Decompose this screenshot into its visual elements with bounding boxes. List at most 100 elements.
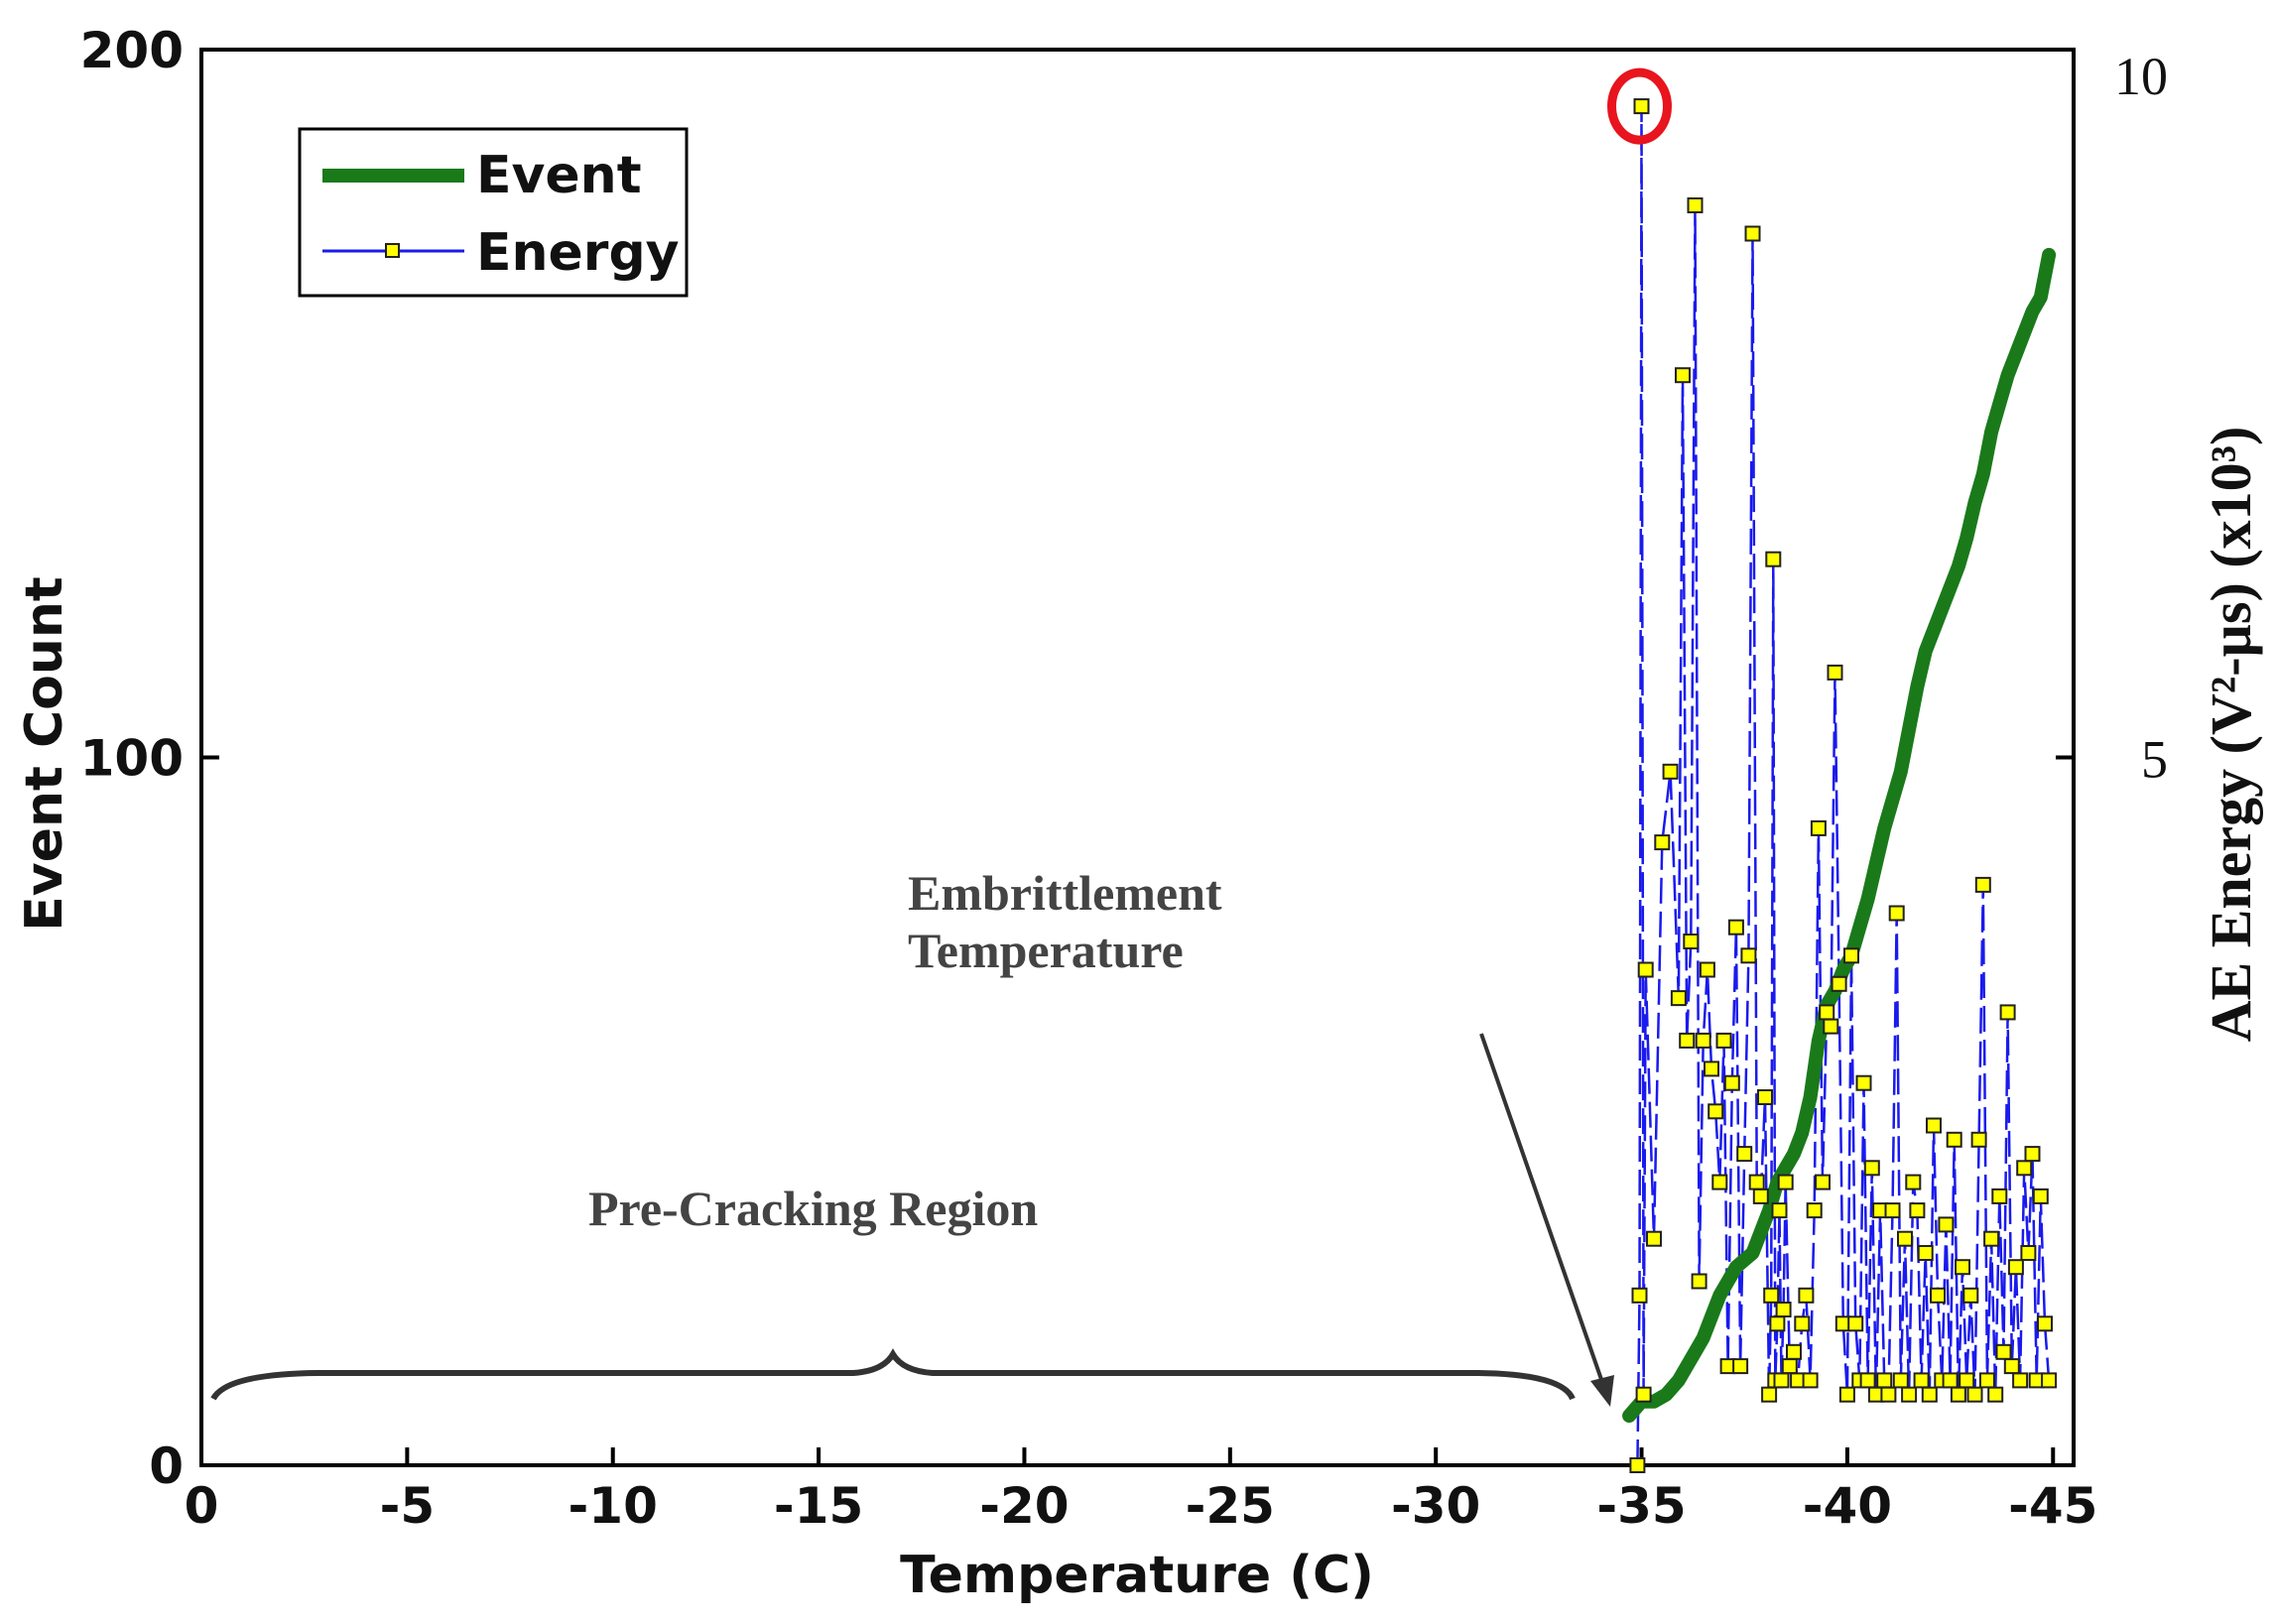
- energy-point: [1798, 1287, 1815, 1304]
- y2-tick-label: 5: [2141, 730, 2168, 790]
- energy-point: [1884, 1202, 1901, 1219]
- energy-point: [1670, 990, 1687, 1007]
- energy-point: [2020, 1245, 2037, 1261]
- energy-point: [2003, 1358, 2020, 1375]
- energy-point: [2037, 1315, 2053, 1332]
- energy-point: [1838, 1386, 1855, 1403]
- y-tick-label: 200: [80, 22, 184, 79]
- energy-point: [1687, 197, 1704, 213]
- x-tick-label: -25: [1186, 1477, 1275, 1535]
- energy-point: [1732, 1358, 1749, 1375]
- pre-cracking-label: Pre-Cracking Region: [588, 1181, 1038, 1236]
- energy-point: [1983, 1230, 2000, 1247]
- energy-point: [1901, 1386, 1918, 1403]
- x-tick-label: -20: [979, 1477, 1069, 1535]
- energy-point: [1855, 1074, 1872, 1091]
- energy-point: [1978, 1372, 1995, 1389]
- x-tick-label: -35: [1596, 1477, 1686, 1535]
- energy-point: [2007, 1259, 2024, 1276]
- x-axis-title: Temperature (C): [900, 1546, 1374, 1605]
- series-layer: [1622, 98, 2058, 1473]
- energy-point: [1917, 1245, 1934, 1261]
- energy-point: [1880, 1386, 1897, 1403]
- energy-point: [1950, 1386, 1966, 1403]
- energy-point: [1974, 876, 1991, 893]
- energy-point: [1679, 1032, 1696, 1049]
- legend-box: [298, 127, 689, 298]
- x-tick-label: 0: [185, 1477, 219, 1535]
- axes: 0 -5 -10 -15 -20 -25 -30 -35 -40 -45 0 100 200 5 10: [80, 22, 2168, 1535]
- energy-point: [1631, 1287, 1648, 1304]
- energy-point: [1635, 1386, 1652, 1403]
- energy-point: [1955, 1259, 1970, 1276]
- energy-point: [1897, 1230, 1913, 1247]
- energy-point: [1662, 763, 1679, 780]
- energy-point: [1699, 961, 1715, 978]
- energy-point: [1843, 947, 1859, 964]
- energy-point: [1704, 1061, 1719, 1077]
- y-axis-title: Event Count: [15, 576, 74, 931]
- energy-point: [1773, 1372, 1790, 1389]
- energy-point: [1794, 1315, 1811, 1332]
- x-tick-label: -30: [1391, 1477, 1480, 1535]
- energy-point: [1761, 1386, 1778, 1403]
- energy-point: [1827, 664, 1843, 681]
- legend-event-label: Event: [476, 146, 642, 205]
- energy-point: [1831, 975, 1847, 992]
- energy-point: [1775, 1302, 1792, 1317]
- embrittlement-label-line2: Temperature: [908, 923, 1184, 978]
- y2-axis-title: AE Energy (V²-µs) (x10³): [2199, 427, 2263, 1043]
- energy-point: [1999, 1004, 2016, 1021]
- energy-point: [1847, 1315, 1864, 1332]
- energy-point: [1942, 1372, 1959, 1389]
- energy-point: [1810, 819, 1827, 836]
- energy-point: [1921, 1386, 1938, 1403]
- x-tick-label: -45: [2008, 1477, 2097, 1535]
- x-tick-label: -5: [380, 1477, 436, 1535]
- energy-point: [1675, 367, 1691, 384]
- legend: Event Energy: [298, 127, 689, 298]
- energy-point: [1629, 1457, 1646, 1473]
- energy-point: [1815, 1174, 1831, 1190]
- energy-point: [1987, 1386, 2004, 1403]
- energy-point: [1962, 1287, 1979, 1304]
- highlight-circle: [1607, 67, 1672, 145]
- energy-point: [1633, 98, 1650, 115]
- x-tick-label: -40: [1803, 1477, 1892, 1535]
- pre-cracking-brace: [210, 1348, 1576, 1401]
- y-tick-label: 0: [149, 1437, 184, 1495]
- energy-point: [1777, 1174, 1794, 1190]
- energy-point: [1876, 1372, 1893, 1389]
- energy-point: [1819, 1004, 1835, 1021]
- energy-point: [2041, 1372, 2058, 1389]
- energy-point: [1991, 1187, 2008, 1204]
- energy-point: [1938, 1216, 1955, 1233]
- energy-point: [1744, 225, 1761, 242]
- energy-point: [1909, 1202, 1926, 1219]
- embrittlement-label-line1: Embrittlement: [908, 865, 1222, 921]
- embrittlement-annotation: Embrittlement Temperature: [908, 865, 1614, 1407]
- y2-tick-label: 10: [2114, 47, 2168, 106]
- y-tick-label: 100: [80, 730, 184, 788]
- energy-point: [1930, 1287, 1947, 1304]
- energy-point: [1769, 1315, 1786, 1332]
- energy-point: [1892, 1372, 1909, 1389]
- energy-point: [1771, 1202, 1788, 1219]
- energy-point: [1740, 947, 1757, 964]
- energy-point: [1946, 1131, 1962, 1148]
- energy-point: [1707, 1103, 1724, 1120]
- energy-point: [1781, 1358, 1798, 1375]
- energy-point: [1646, 1230, 1662, 1247]
- energy-point: [2012, 1372, 2029, 1389]
- energy-point: [1926, 1117, 1942, 1134]
- x-tick-label: -10: [569, 1477, 658, 1535]
- energy-point: [1727, 919, 1744, 936]
- energy-point: [1637, 961, 1654, 978]
- energy-point: [1970, 1131, 1987, 1148]
- energy-point: [1905, 1174, 1922, 1190]
- energy-point: [1752, 1187, 1769, 1204]
- energy-point: [1691, 1273, 1707, 1290]
- energy-point: [1913, 1372, 1930, 1389]
- energy-point: [1995, 1343, 2012, 1360]
